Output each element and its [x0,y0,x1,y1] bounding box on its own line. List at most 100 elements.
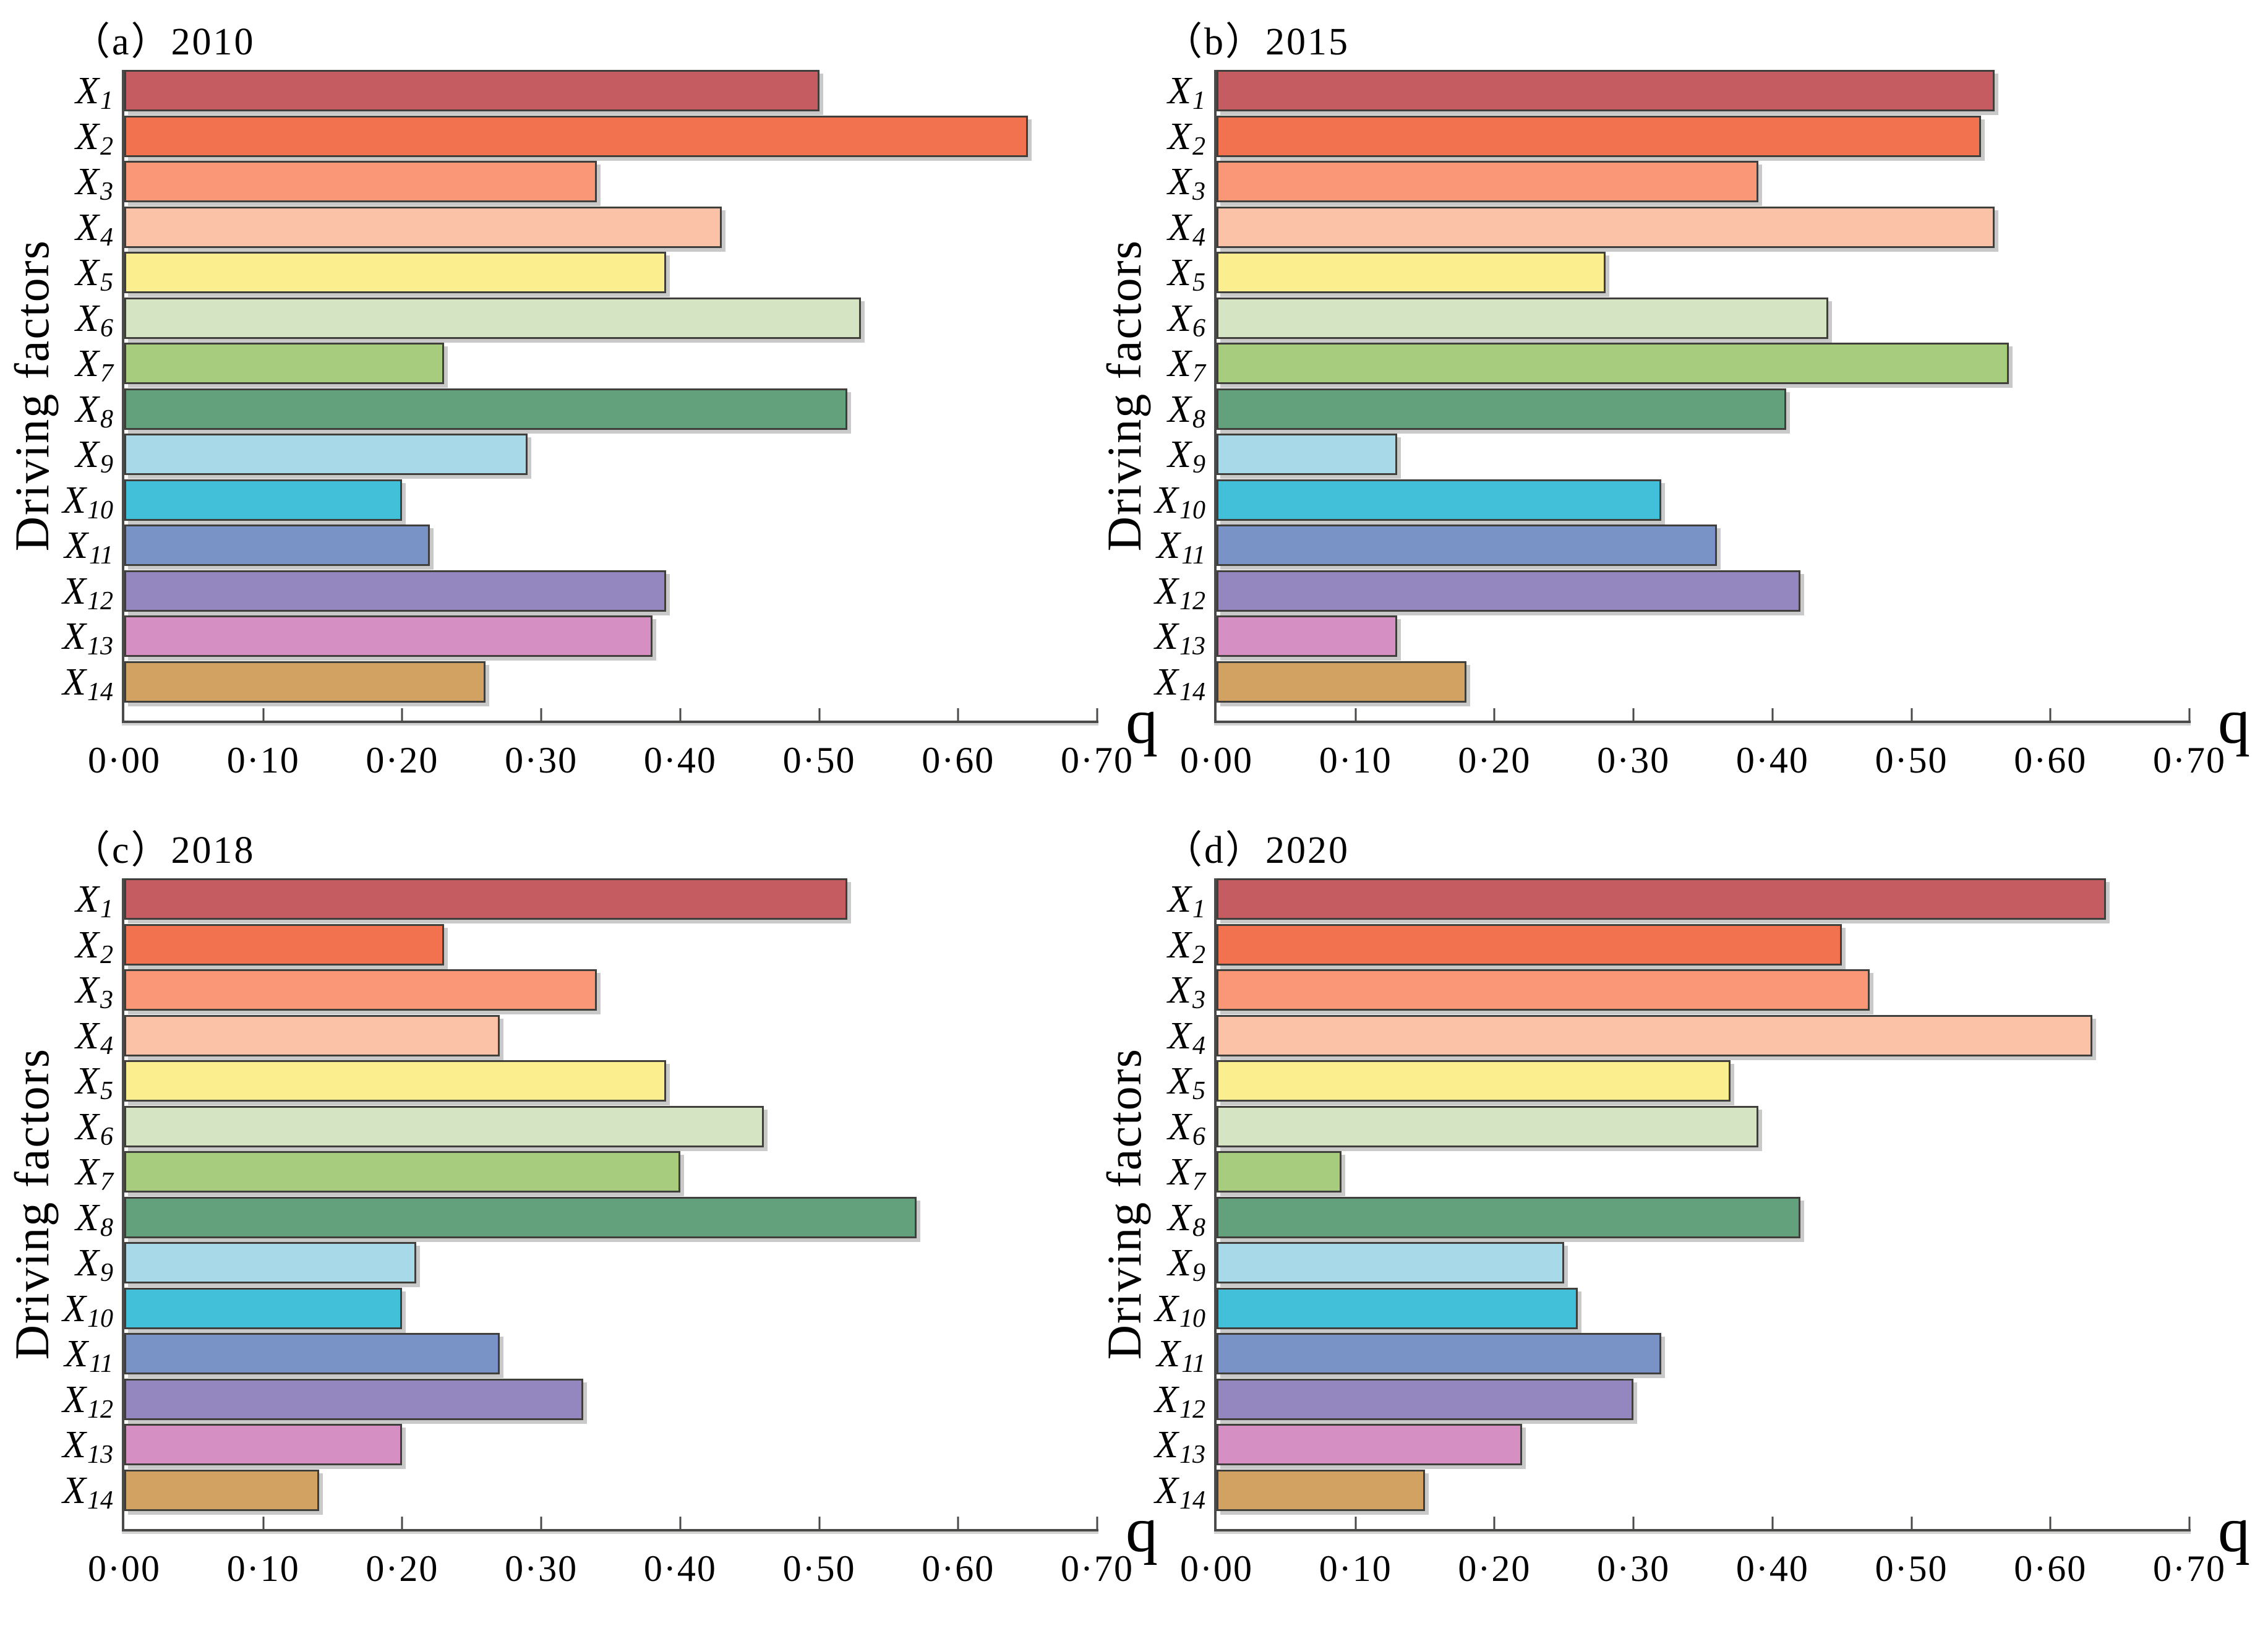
x-tick-label: 0·40 [1735,1548,1809,1589]
bar-x13 [124,615,653,657]
category-label-x13: X 13 [1155,615,1205,661]
bar-x4 [124,207,722,248]
bar-x2 [1217,924,1842,966]
y-axis-title-text: Driving factors [5,1047,59,1360]
bar-x10 [1217,1288,1578,1329]
x-tick-label: 0·50 [1875,740,1948,781]
panel-title: （a）2010 [72,21,255,63]
x-tick-label: 0·30 [1597,1548,1671,1589]
category-label-x11: X 11 [1157,1332,1205,1378]
y-axis-title-text: Driving factors [5,239,59,552]
x-axis-tick [818,1517,821,1529]
category-label-x11: X 11 [64,1332,113,1378]
bar-x12 [1217,570,1800,612]
bar-x11 [124,525,430,566]
y-axis-title-text: Driving factors [1097,239,1151,552]
category-label-x14: X 14 [62,1469,113,1515]
bar-x2 [1217,116,1981,157]
x-axis-tick [2188,1517,2191,1529]
x-axis-tick [2188,708,2191,721]
x-axis-tick [1096,1517,1098,1529]
x-tick-label: 0·00 [1180,740,1253,781]
x-axis-tick [1632,708,1635,721]
bar-x7 [1217,1151,1342,1193]
bar-x7 [124,343,444,384]
y-axis-title: Driving factors [1096,70,1153,721]
plot-area: q X 1 X 2 X 3 X 4 X 5 X 6 X 7 X 8 X 9 X 10 X 11 X 12 X 13 X 14 0·00 0… [62,70,1158,781]
x-tick-label: 0·20 [1458,740,1531,781]
bar-x10 [124,479,403,521]
x-tick-label: 0·20 [1458,1548,1531,1589]
bar-x11 [1217,525,1717,566]
bar-x1 [124,70,819,111]
category-label-x14: X 14 [62,661,113,706]
bar-x2 [124,924,444,966]
category-label-x13: X 13 [62,615,113,661]
x-axis-line [122,721,1098,723]
x-axis-title: q [2218,686,2250,757]
bar-x13 [1217,615,1398,657]
x-axis-tick [401,1517,403,1529]
x-axis-tick [1493,708,1496,721]
x-axis-tick [957,708,959,721]
bar-x8 [124,1197,917,1238]
x-axis-tick [1632,1517,1635,1529]
category-label-x11: X 11 [1157,524,1205,570]
panel-title: （d）2020 [1164,829,1350,872]
bar-x4 [1217,207,1995,248]
x-axis-tick [1096,708,1098,721]
bar-x8 [1217,1197,1800,1238]
bar-x14 [1217,661,1467,703]
x-tick-label: 0·30 [505,1548,578,1589]
y-axis-title: Driving factors [1096,878,1153,1529]
x-axis-tick [262,1517,265,1529]
x-tick-label: 0·60 [922,740,995,781]
x-axis-tick [540,708,542,721]
bar-x6 [124,1106,764,1147]
x-axis-tick [679,708,682,721]
x-tick-label: 0·70 [2153,740,2226,781]
x-tick-label: 0·20 [366,740,439,781]
plot-area: q X 1 X 2 X 3 X 4 X 5 X 6 X 7 X 8 X 9 X 10 X 11 X 12 X 13 X 14 0·00 0… [62,878,1158,1589]
plot-area: q X 1 X 2 X 3 X 4 X 5 X 6 X 7 X 8 X 9 X 10 X 11 X 12 X 13 X 14 0·00 0… [1155,878,2250,1589]
bar-x12 [124,570,667,612]
bar-x12 [124,1379,583,1420]
x-tick-label: 0·30 [505,740,578,781]
x-tick-label: 0·70 [1061,740,1134,781]
bar-x1 [124,878,847,920]
bar-x12 [1217,1379,1634,1420]
bar-x13 [1217,1424,1523,1465]
x-axis-tick [957,1517,959,1529]
bar-x9 [124,434,528,475]
x-tick-label: 0·70 [1061,1548,1134,1589]
x-axis-tick [2049,1517,2052,1529]
plot-area: q X 1 X 2 X 3 X 4 X 5 X 6 X 7 X 8 X 9 X 10 X 11 X 12 X 13 X 14 0·00 0… [1155,70,2250,781]
y-axis-title: Driving factors [4,70,61,721]
bar-x5 [124,252,667,293]
category-label-x10: X 10 [62,479,113,525]
bar-x5 [1217,252,1606,293]
bar-x9 [1217,434,1398,475]
bar-x7 [1217,343,2009,384]
x-tick-label: 0·50 [782,740,856,781]
x-tick-label: 0·70 [2153,1548,2226,1589]
category-label-x10: X 10 [1155,1287,1205,1333]
bar-x11 [1217,1333,1662,1374]
